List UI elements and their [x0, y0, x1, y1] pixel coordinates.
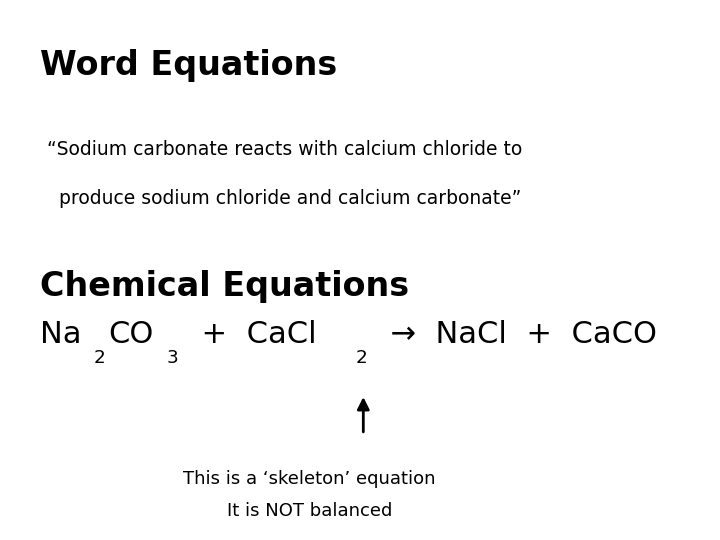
Text: 2: 2 — [356, 349, 367, 367]
Text: Na: Na — [40, 320, 81, 349]
Text: This is a ‘skeleton’ equation: This is a ‘skeleton’ equation — [184, 470, 436, 488]
Text: 3: 3 — [167, 349, 179, 367]
Text: →  NaCl  +  CaCO: → NaCl + CaCO — [371, 320, 657, 349]
Text: “Sodium carbonate reacts with calcium chloride to: “Sodium carbonate reacts with calcium ch… — [47, 140, 522, 159]
Text: +  CaCl: + CaCl — [182, 320, 317, 349]
Text: It is NOT balanced: It is NOT balanced — [227, 502, 392, 520]
Text: 2: 2 — [93, 349, 105, 367]
Text: Chemical Equations: Chemical Equations — [40, 270, 409, 303]
Text: Word Equations: Word Equations — [40, 49, 337, 82]
Text: produce sodium chloride and calcium carbonate”: produce sodium chloride and calcium carb… — [47, 189, 521, 208]
Text: CO: CO — [108, 320, 153, 349]
